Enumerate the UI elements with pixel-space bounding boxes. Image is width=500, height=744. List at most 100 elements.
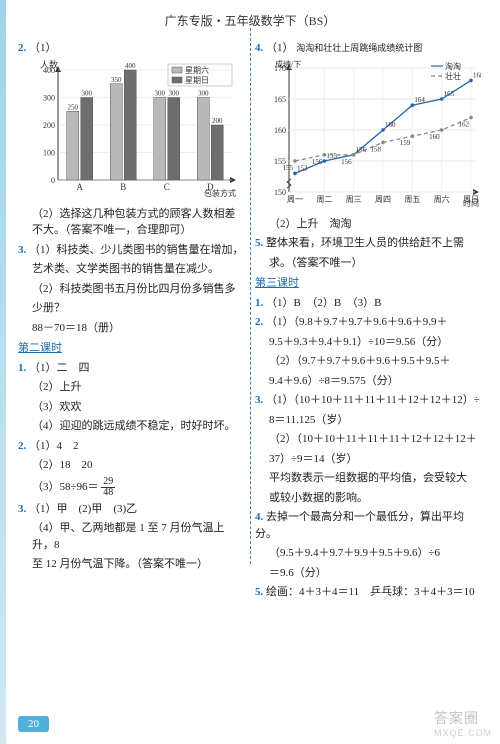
- svg-text:300: 300: [155, 89, 166, 97]
- s3-q3-1b: 8＝11.125（岁）: [255, 412, 482, 429]
- s3-q3-1a: （1）（10＋10＋11＋11＋11＋12＋12＋12）÷: [266, 394, 480, 406]
- bar-chart-svg: 0100200300400人数星期六星期日250300A350400B30030…: [28, 60, 238, 200]
- svg-text:时间: 时间: [463, 198, 479, 208]
- svg-text:周五: 周五: [404, 195, 420, 204]
- s2-q2-number: 2.: [18, 440, 26, 452]
- column-divider: [250, 28, 251, 564]
- s3-q2: 2. （1）（9.8＋9.7＋9.7＋9.6＋9.6＋9.9＋: [255, 314, 482, 331]
- svg-text:162: 162: [459, 120, 470, 128]
- page-number: 20: [18, 716, 49, 732]
- svg-text:160: 160: [429, 133, 440, 141]
- svg-text:A: A: [77, 182, 84, 192]
- s2-q1-4: （4）迎迎的跳远成绩不稳定，时好时坏。: [18, 418, 245, 435]
- s2-q3-4b: 至 12 月份气温下降。（答案不唯一）: [18, 556, 245, 573]
- s3-q2-1a: （1）（9.8＋9.7＋9.7＋9.6＋9.6＋9.9＋: [266, 316, 448, 328]
- s2-q3-number: 3.: [18, 503, 26, 515]
- svg-text:周六: 周六: [434, 194, 450, 204]
- s3-q4a: 去掉一个最高分和一个最低分，算出平均分。: [255, 511, 464, 540]
- s3-q2-1b: 9.5＋9.3＋9.4＋9.1）÷10＝9.56（分）: [255, 334, 482, 351]
- q3-1b: 艺术类、文学类图书的销售量在减少。: [18, 261, 245, 278]
- s3-q1-content: （1）B （2）B （3）B: [266, 297, 382, 309]
- svg-text:0: 0: [51, 176, 55, 185]
- frac-num: 29: [101, 477, 115, 488]
- s3-q5-number: 5.: [255, 586, 263, 598]
- svg-text:164: 164: [414, 96, 425, 104]
- svg-text:300: 300: [82, 89, 93, 97]
- q3-1a: （1）科技类、少儿类图书的销售量在增加，: [29, 244, 244, 256]
- page-number-wrap: 20: [18, 718, 49, 730]
- svg-text:200: 200: [212, 117, 223, 125]
- svg-text:350: 350: [111, 75, 122, 83]
- svg-text:100: 100: [43, 148, 55, 157]
- s2-q3-4a: （4）甲、乙两地都是 1 至 7 月份气温上升，8: [18, 520, 245, 553]
- s2-q1-3: （3）欢欢: [18, 399, 245, 416]
- s3-q4-number: 4.: [255, 511, 263, 523]
- s2-q1-2: （2）上升: [18, 379, 245, 396]
- q5a: 整体来看，环境卫生人员的供给赶不上需: [266, 237, 464, 249]
- svg-text:150: 150: [274, 188, 286, 197]
- svg-text:星期六: 星期六: [185, 65, 209, 75]
- svg-text:周三: 周三: [346, 195, 362, 204]
- q4-1-label: （1）: [266, 42, 294, 54]
- s3-q3-c1: 平均数表示一组数据的平均值，会受较大: [255, 470, 482, 487]
- svg-text:165: 165: [274, 95, 286, 104]
- q5b: 求。（答案不唯一）: [255, 255, 482, 272]
- q2-2: （2）选择这几种包装方式的顾客人数相差不大。（答案不唯一，合理即可）: [18, 206, 245, 239]
- s2-q3-1: （1）甲 (2)甲 (3)乙: [29, 503, 137, 515]
- q5: 5. 整体来看，环境卫生人员的供给赶不上需: [255, 235, 482, 252]
- q3-2c: 88－70＝18（册）: [18, 320, 245, 337]
- svg-text:400: 400: [125, 62, 136, 70]
- right-column: 4. （1） 淘淘和壮壮上周跳绳成绩统计图 150155160165170成绩/…: [255, 37, 482, 604]
- svg-text:250: 250: [68, 103, 79, 111]
- watermark-sub: MXQE.COM: [434, 728, 492, 738]
- page: 广东专版・五年级数学下（BS） 2. （1） 0100200300400人数星期…: [0, 0, 500, 604]
- s3-q2-number: 2.: [255, 316, 263, 328]
- s2-q2-3: （3）58÷96＝ 29 48: [18, 477, 245, 498]
- s3-q4: 4. 去掉一个最高分和一个最低分，算出平均分。: [255, 509, 482, 542]
- s3-q3: 3. （1）（10＋10＋11＋11＋11＋12＋12＋12）÷: [255, 392, 482, 409]
- q2-number: 2.: [18, 42, 26, 54]
- svg-text:人数: 人数: [40, 60, 58, 70]
- q2: 2. （1）: [18, 40, 245, 57]
- frac-den: 48: [101, 488, 115, 498]
- q3-2a: （2）科技类图书五月份比四月份多销售多: [18, 281, 245, 298]
- s3-q4c: ＝9.6（分）: [255, 565, 482, 582]
- q3-number: 3.: [18, 244, 26, 256]
- svg-text:C: C: [164, 182, 170, 192]
- s3-q5: 5. 绘画：4＋3＋4＝11 乒乓球：3＋4＋3＝10: [255, 584, 482, 601]
- svg-text:B: B: [120, 182, 126, 192]
- svg-text:壮壮: 壮壮: [445, 71, 461, 81]
- s3-q3-c2: 或较小数据的影响。: [255, 490, 482, 507]
- svg-text:星期日: 星期日: [185, 76, 209, 85]
- s3-q1-number: 1.: [255, 297, 263, 309]
- line-chart-svg: 150155160165170成绩/下周一周二周三周四周五周六周日时间淘淘壮壮1…: [261, 60, 481, 210]
- left-column: 2. （1） 0100200300400人数星期六星期日250300A35040…: [18, 37, 245, 604]
- svg-text:160: 160: [274, 126, 286, 135]
- svg-text:200: 200: [43, 121, 55, 130]
- line-chart: 150155160165170成绩/下周一周二周三周四周五周六周日时间淘淘壮壮1…: [261, 60, 482, 213]
- s2-q2-1: （1）4 2: [29, 440, 79, 452]
- svg-text:156: 156: [312, 157, 323, 165]
- s3-q3-number: 3.: [255, 394, 263, 406]
- svg-text:153: 153: [297, 164, 308, 172]
- svg-text:300: 300: [198, 89, 209, 97]
- s3-q1: 1. （1）B （2）B （3）B: [255, 295, 482, 312]
- svg-text:155: 155: [326, 152, 337, 160]
- s3-q2-2b: 9.4＋9.6）÷8＝9.575（分）: [255, 373, 482, 390]
- s3-q5-content: 绘画：4＋3＋4＝11 乒乓球：3＋4＋3＝10: [266, 586, 475, 598]
- svg-text:158: 158: [371, 145, 382, 153]
- svg-text:156: 156: [341, 157, 352, 165]
- fraction: 29 48: [101, 477, 115, 498]
- svg-text:300: 300: [169, 89, 180, 97]
- q3: 3. （1）科技类、少儿类图书的销售量在增加，: [18, 242, 245, 259]
- s2-q3: 3. （1）甲 (2)甲 (3)乙: [18, 501, 245, 518]
- watermark: 答案圈 MXQE.COM: [434, 708, 492, 738]
- watermark-text: 答案圈: [434, 710, 479, 726]
- q2-1-label: （1）: [29, 42, 57, 54]
- q5-number: 5.: [255, 237, 263, 249]
- q4-2: （2）上升 淘淘: [255, 216, 482, 233]
- q4-number: 4.: [255, 42, 263, 54]
- line-chart-title: 淘淘和壮壮上周跳绳成绩统计图: [296, 43, 422, 53]
- s3-q3-2a: （2）（10＋10＋11＋11＋11＋12＋12＋12＋: [255, 431, 482, 448]
- s3-q3-2b: 37）÷9＝14（岁）: [255, 451, 482, 468]
